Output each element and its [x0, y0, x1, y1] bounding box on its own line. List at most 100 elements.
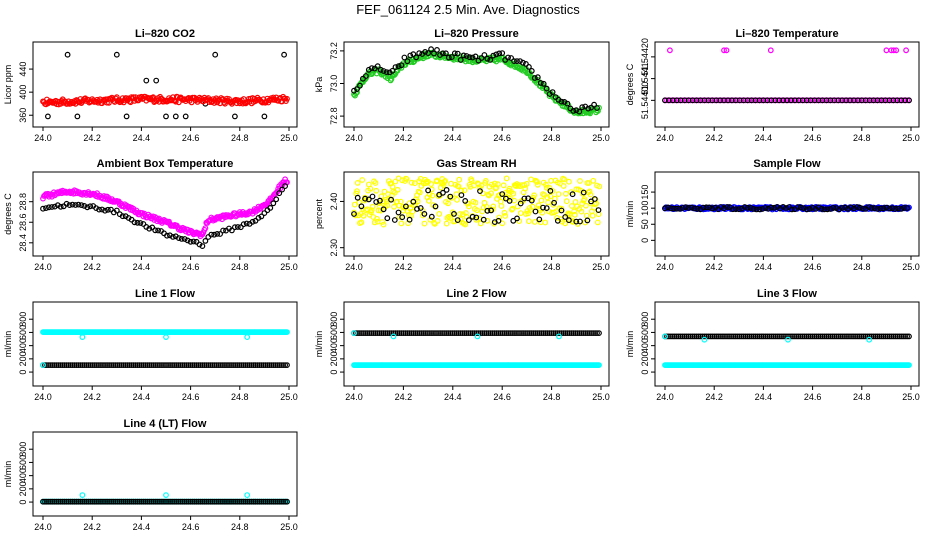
- data-point: [485, 191, 492, 198]
- data-point: [75, 201, 82, 208]
- data-point: [373, 187, 380, 194]
- data-point: [232, 498, 239, 505]
- data-point: [906, 362, 912, 369]
- data-point: [108, 498, 115, 505]
- data-point: [780, 333, 786, 340]
- data-point: [203, 362, 210, 369]
- data-point: [839, 205, 845, 211]
- data-point: [103, 498, 109, 505]
- data-point: [227, 498, 233, 505]
- data-point: [408, 330, 415, 337]
- x-tick-label: 24.6: [493, 262, 511, 272]
- x-tick-label: 25.0: [902, 262, 920, 272]
- panel-3: Li–820 Temperature degrees C 24.0 24.2 24.4 2…: [625, 28, 920, 143]
- x-tick-label: 24.2: [83, 392, 101, 402]
- data-point: [732, 206, 739, 213]
- data-point: [558, 207, 565, 214]
- data-point: [351, 330, 357, 337]
- data-point: [531, 192, 537, 199]
- data-point: [744, 333, 751, 340]
- data-point: [438, 330, 444, 337]
- data-point: [284, 95, 290, 102]
- data-point: [507, 330, 514, 337]
- data-point: [475, 330, 482, 337]
- data-point: [538, 197, 545, 204]
- data-point: [189, 498, 196, 505]
- plot-frame: [32, 431, 298, 517]
- data-point: [521, 195, 528, 202]
- data-point: [534, 179, 540, 185]
- data-point: [540, 330, 547, 337]
- data-point: [199, 243, 206, 250]
- data-point: [264, 362, 271, 369]
- data-point: [400, 207, 407, 214]
- x-tick-label: 24.8: [231, 262, 249, 272]
- data-point: [594, 330, 600, 337]
- data-point: [789, 206, 795, 213]
- data-point: [562, 214, 569, 220]
- data-point: [183, 362, 190, 369]
- data-point: [817, 97, 824, 104]
- data-point: [276, 498, 283, 505]
- panel-title: Li–820 Temperature: [735, 28, 838, 40]
- data-point: [363, 330, 369, 337]
- data-point: [501, 330, 508, 337]
- data-point: [436, 330, 442, 337]
- data-point: [144, 362, 151, 369]
- data-point: [890, 47, 897, 54]
- data-point: [477, 220, 484, 227]
- data-point: [581, 196, 588, 203]
- data-point: [570, 107, 577, 114]
- data-point: [372, 180, 379, 186]
- data-point: [893, 47, 900, 54]
- data-point: [457, 216, 464, 223]
- data-point: [693, 333, 700, 340]
- data-point: [421, 210, 428, 217]
- data-point: [99, 206, 105, 213]
- data-point: [260, 362, 267, 369]
- data-point: [591, 196, 598, 202]
- data-point: [276, 190, 283, 197]
- data-point: [442, 330, 448, 337]
- data-point: [703, 204, 710, 211]
- data-point: [368, 330, 375, 337]
- x-tick-label: 24.2: [395, 262, 413, 272]
- data-point: [811, 97, 818, 104]
- data-point: [821, 206, 828, 213]
- data-point: [455, 183, 462, 190]
- data-point: [805, 97, 812, 104]
- x-tick-label: 24.8: [543, 262, 561, 272]
- data-point: [173, 362, 180, 369]
- data-point: [368, 65, 375, 71]
- y-tick-label: 2.30: [329, 239, 339, 257]
- data-point: [815, 97, 822, 104]
- data-point: [228, 227, 235, 234]
- data-point: [282, 362, 289, 369]
- data-point: [64, 51, 71, 58]
- data-point: [489, 330, 496, 337]
- data-point: [471, 330, 478, 337]
- data-point: [426, 330, 433, 337]
- data-point: [741, 204, 748, 210]
- data-point: [230, 362, 237, 369]
- y-tick-label: 800: [18, 442, 28, 457]
- data-point: [351, 211, 357, 217]
- data-point: [707, 333, 714, 340]
- data-point: [223, 362, 229, 369]
- data-point: [878, 97, 885, 104]
- data-point: [262, 362, 269, 369]
- x-tick-label: 24.6: [182, 522, 200, 532]
- data-point: [550, 330, 557, 337]
- data-point: [434, 330, 440, 337]
- data-point: [43, 205, 49, 212]
- data-point: [705, 97, 712, 104]
- data-point: [158, 498, 165, 505]
- data-point: [466, 217, 472, 224]
- data-point: [444, 330, 450, 337]
- data-point: [46, 204, 52, 211]
- data-point: [274, 362, 281, 369]
- y-tick-label: 73.0: [329, 75, 339, 93]
- y-tick-label: 200: [18, 481, 28, 496]
- data-point: [687, 97, 694, 104]
- data-point: [864, 97, 871, 104]
